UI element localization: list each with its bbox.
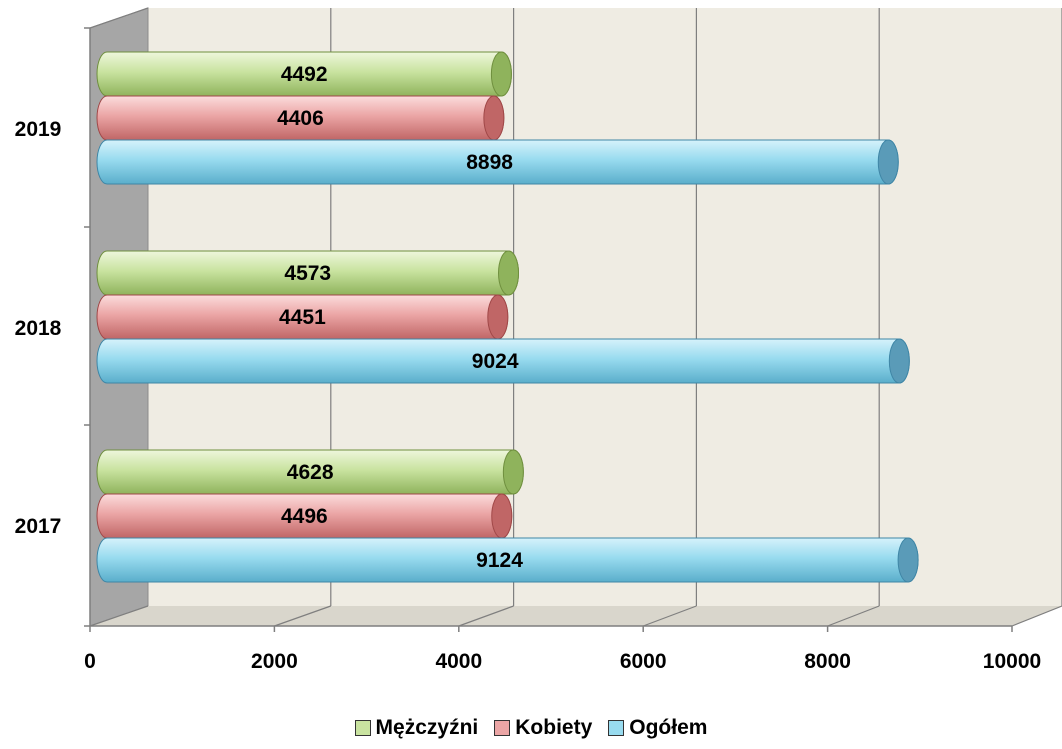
data-label-2018-1: 4451: [279, 306, 326, 329]
data-label-2018-2: 9024: [472, 350, 519, 373]
data-label-2019-0: 4492: [281, 63, 328, 86]
bar-cap-2018-0: [498, 250, 520, 296]
gridline-floor-3: [642, 605, 697, 627]
legend-swatch-total: [608, 720, 625, 736]
axes: [84, 7, 1013, 632]
bar-2018-2: [96, 338, 910, 384]
bar-cap-2017-0: [502, 449, 524, 495]
gridline-floor-4: [827, 605, 880, 627]
side-wall-top-edge: [89, 7, 149, 29]
bar-2018-0: [96, 250, 520, 296]
y-tick-label-2017: 2017: [15, 515, 62, 538]
floor: [90, 606, 1062, 626]
legend-item-total: Ogółem: [608, 716, 707, 740]
labels: 0 2000 4000 6000 8000 10000 2017 4628 4496 9124 20…: [15, 63, 1042, 673]
data-label-2017-0: 4628: [287, 461, 334, 484]
legend-item-women: Kobiety: [494, 716, 592, 740]
legend-swatch-men: [354, 720, 371, 736]
gridline-floor-5: [1011, 605, 1062, 627]
legend-label-women: Kobiety: [515, 716, 593, 739]
gridline-floor-0: [89, 605, 149, 627]
bars: [96, 51, 919, 583]
data-label-2019-1: 4406: [277, 107, 324, 130]
data-label-2019-2: 8898: [466, 151, 513, 174]
y-tick-label-2018: 2018: [15, 317, 62, 340]
gridlines: [89, 8, 1062, 627]
bar-cap-2017-1: [491, 493, 513, 539]
y-tick-label-2019: 2019: [15, 118, 62, 141]
legend-label-men: Mężczyźni: [375, 716, 479, 739]
bar-cap-2019-2: [877, 139, 899, 185]
bar-cap-2019-1: [483, 95, 505, 141]
bar-2019-0: [96, 51, 512, 97]
bar-2017-1: [96, 493, 513, 539]
data-label-2018-0: 4573: [284, 262, 331, 285]
x-tick-label-0: 0: [84, 650, 96, 673]
bar-cap-2017-2: [897, 537, 919, 583]
x-tick-label-2: 4000: [435, 650, 482, 673]
x-tick-label-1: 2000: [251, 650, 298, 673]
x-tick-label-5: 10000: [983, 650, 1041, 673]
bar-2017-0: [96, 449, 524, 495]
bar-cap-2018-1: [487, 294, 509, 340]
gridline-floor-2: [458, 605, 514, 627]
bar-2017-2: [96, 537, 919, 583]
x-tick-label-3: 6000: [620, 650, 667, 673]
legend: Mężczyźni Kobiety Ogółem: [0, 716, 1062, 740]
bar-2019-1: [96, 95, 505, 141]
data-label-2017-1: 4496: [281, 505, 328, 528]
legend-swatch-women: [494, 720, 511, 736]
gridline-floor-1: [274, 605, 332, 627]
x-tick-label-4: 8000: [804, 650, 851, 673]
bar-cap-2018-2: [888, 338, 910, 384]
legend-item-men: Mężczyźni: [354, 716, 479, 740]
legend-label-total: Ogółem: [629, 716, 708, 739]
bar-2019-2: [96, 139, 899, 185]
bar-cap-2019-0: [490, 51, 512, 97]
data-label-2017-2: 9124: [476, 549, 523, 572]
